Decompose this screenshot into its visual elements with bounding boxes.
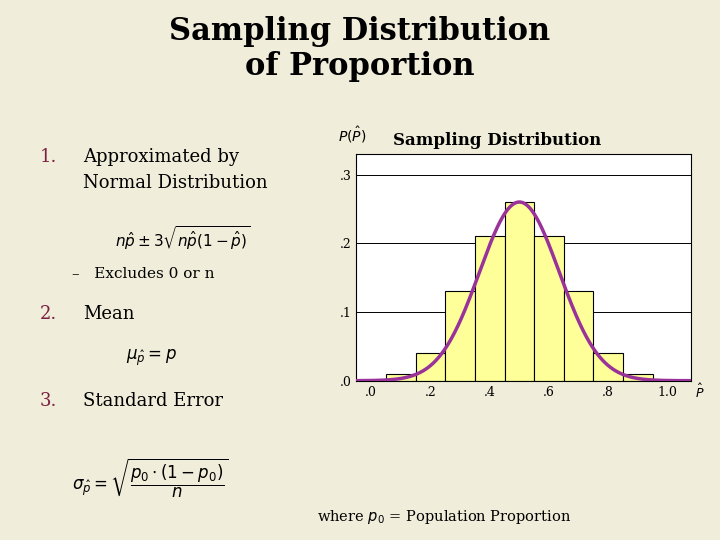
Bar [593,353,623,381]
Text: $\sigma_{\hat{p}} = \sqrt{\dfrac{p_0 \cdot (1-p_0)}{n}}$: $\sigma_{\hat{p}} = \sqrt{\dfrac{p_0 \cd… [72,456,229,500]
Bar [445,292,475,381]
Bar [564,292,593,381]
Text: 2.: 2. [40,305,57,323]
Bar [534,237,564,381]
Text: $\mu_{\hat{p}} = p$: $\mu_{\hat{p}} = p$ [126,348,177,368]
Text: –   Excludes 0 or n: – Excludes 0 or n [72,267,215,281]
Text: $n\hat{p} \pm 3\sqrt{n\hat{p}(1-\hat{p})}$: $n\hat{p} \pm 3\sqrt{n\hat{p}(1-\hat{p})… [115,224,251,252]
Text: where $p_0$ = Population Proportion: where $p_0$ = Population Proportion [317,508,571,525]
Text: Mean: Mean [83,305,135,323]
Text: $\hat{P}$: $\hat{P}$ [695,383,704,401]
Bar [386,374,415,381]
Bar [415,353,445,381]
Text: 1.: 1. [40,148,57,166]
Bar [505,202,534,381]
Text: Sampling Distribution
of Proportion: Sampling Distribution of Proportion [169,16,551,82]
Text: Standard Error: Standard Error [83,392,222,409]
Bar [623,374,653,381]
Bar [475,237,505,381]
Text: Approximated by
Normal Distribution: Approximated by Normal Distribution [83,148,267,192]
Text: 3.: 3. [40,392,57,409]
Text: $P(\hat{P})$: $P(\hat{P})$ [338,125,366,145]
Text: Sampling Distribution: Sampling Distribution [392,132,601,149]
